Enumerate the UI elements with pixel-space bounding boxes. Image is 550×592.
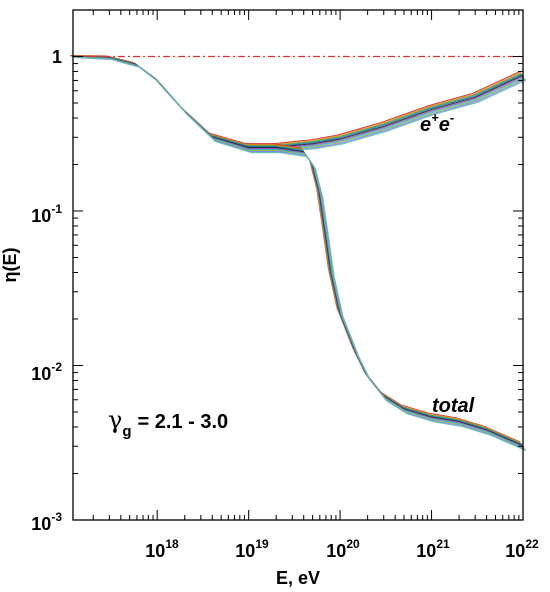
x-tick-label-1e19: 1019 <box>235 537 269 561</box>
curve-total-6 <box>73 56 525 449</box>
total-annotation: total <box>432 395 475 417</box>
x-tick-label-1e22: 1022 <box>505 537 539 561</box>
curve-total-8 <box>75 56 526 451</box>
curve-total-3 <box>71 55 523 446</box>
curve-ee-2 <box>71 55 522 147</box>
y-tick-label-1e-3: 10-3 <box>31 510 62 534</box>
x-tick-label-1e20: 1020 <box>326 537 360 561</box>
y-tick-label-1e-1: 10-1 <box>31 202 62 226</box>
tick-layer <box>73 9 524 521</box>
curve-total-5 <box>73 56 524 448</box>
plot-frame <box>72 9 524 521</box>
y-tick-label-1: 1 <box>52 47 62 67</box>
ee-annotation: e+e- <box>420 110 454 136</box>
curve-ee-3 <box>71 55 523 148</box>
gamma-range-annotation: γg = 2.1 - 3.0 <box>108 406 228 440</box>
series-layer <box>69 54 527 452</box>
curve-ee-1 <box>70 55 521 146</box>
x-tick-label-1e21: 1021 <box>416 537 450 561</box>
x-tick-label-1e18: 1018 <box>145 537 179 561</box>
x-axis-title: E, eV <box>276 568 320 588</box>
curve-total-9 <box>75 56 527 452</box>
curve-total-4 <box>72 55 523 447</box>
curve-total-7 <box>74 56 525 450</box>
y-axis-title: η(E) <box>0 248 20 283</box>
y-tick-label-1e-2: 10-2 <box>31 360 62 384</box>
